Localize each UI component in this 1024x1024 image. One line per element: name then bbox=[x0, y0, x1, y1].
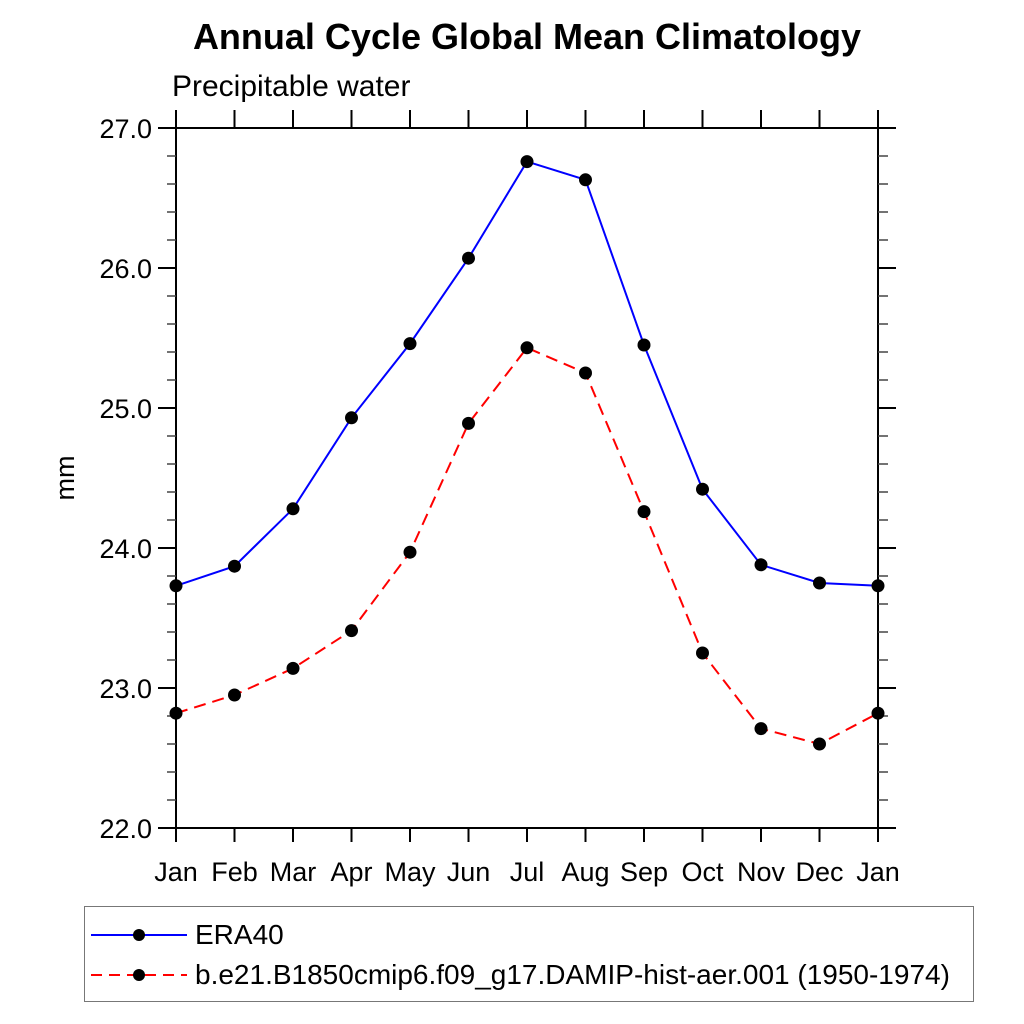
x-tick-label: May bbox=[384, 857, 436, 887]
data-point-marker bbox=[813, 737, 826, 751]
chart-subtitle: Precipitable water bbox=[172, 70, 411, 103]
data-point-marker bbox=[520, 155, 534, 169]
x-tick-label: Apr bbox=[330, 857, 372, 887]
series-line-1 bbox=[175, 346, 879, 746]
data-point-marker bbox=[754, 722, 768, 736]
x-tick-label: Nov bbox=[737, 857, 786, 887]
y-tick-label: 26.0 bbox=[99, 254, 152, 284]
data-point-marker bbox=[228, 688, 241, 702]
data-point-marker bbox=[871, 706, 885, 720]
data-series bbox=[169, 155, 885, 751]
x-tick-label: Feb bbox=[211, 857, 258, 887]
y-tick-label: 27.0 bbox=[99, 114, 152, 144]
legend-box: ERA40 b.e21.B1850cmip6.f09_g17.DAMIP-his… bbox=[84, 906, 974, 1002]
x-tick-label: Jun bbox=[447, 857, 491, 887]
data-point-marker bbox=[520, 341, 534, 355]
chart-title: Annual Cycle Global Mean Climatology bbox=[192, 16, 862, 57]
data-point-marker bbox=[286, 502, 300, 516]
y-tick-label: 22.0 bbox=[99, 814, 152, 844]
data-point-marker bbox=[345, 624, 358, 638]
legend-label: b.e21.B1850cmip6.f09_g17.DAMIP-hist-aer.… bbox=[195, 959, 950, 990]
x-tick-label: Jan bbox=[856, 857, 900, 887]
axis-frame bbox=[175, 127, 879, 829]
data-point-marker bbox=[403, 337, 417, 351]
legend-label: ERA40 bbox=[195, 919, 284, 950]
y-tick-label: 25.0 bbox=[99, 394, 152, 424]
x-tick-label: Aug bbox=[561, 857, 609, 887]
data-point-marker bbox=[871, 579, 885, 593]
data-point-marker bbox=[286, 661, 300, 675]
plot-border bbox=[175, 127, 879, 829]
data-point-marker bbox=[462, 251, 475, 265]
y-tick-label: 24.0 bbox=[99, 534, 152, 564]
x-tick-label: Dec bbox=[795, 857, 843, 887]
axis-ticks bbox=[158, 110, 896, 842]
data-point-marker bbox=[813, 576, 826, 590]
x-tick-labels: Jan Feb Mar Apr May Jun Jul Aug Sep Oct Nov Dec Jan bbox=[154, 857, 900, 887]
legend-entry-era40: ERA40 bbox=[89, 915, 284, 955]
legend-line-sample-solid bbox=[91, 929, 187, 941]
y-tick-labels: 22.0 23.0 24.0 25.0 26.0 27.0 bbox=[99, 114, 152, 844]
data-point-marker bbox=[403, 545, 417, 559]
data-point-marker bbox=[169, 706, 183, 720]
legend-marker-dot bbox=[133, 969, 145, 981]
x-tick-label: Jul bbox=[510, 857, 545, 887]
legend-line-sample-dashed bbox=[91, 969, 187, 981]
data-point-marker bbox=[579, 173, 592, 187]
data-point-marker bbox=[169, 579, 183, 593]
data-point-marker bbox=[579, 366, 592, 380]
data-point-marker bbox=[228, 559, 241, 573]
data-point-marker bbox=[696, 482, 709, 496]
data-point-marker bbox=[637, 338, 651, 352]
y-tick-label: 23.0 bbox=[99, 674, 152, 704]
legend-entry-model: b.e21.B1850cmip6.f09_g17.DAMIP-hist-aer.… bbox=[89, 955, 950, 995]
x-tick-label: Oct bbox=[681, 857, 724, 887]
data-point-marker bbox=[345, 411, 358, 425]
data-point-marker bbox=[696, 646, 709, 660]
x-tick-label: Sep bbox=[620, 857, 668, 887]
x-tick-label: Jan bbox=[154, 857, 198, 887]
series-line-0 bbox=[175, 160, 879, 587]
x-tick-label: Mar bbox=[270, 857, 317, 887]
data-point-marker bbox=[754, 558, 768, 572]
data-point-marker bbox=[462, 416, 475, 430]
legend-marker-dot bbox=[133, 929, 145, 941]
data-point-marker bbox=[637, 505, 651, 519]
